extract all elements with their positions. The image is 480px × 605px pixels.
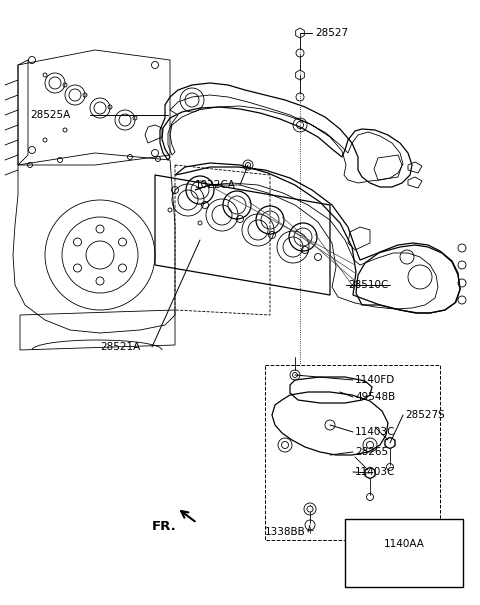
Text: 28527: 28527 bbox=[315, 28, 348, 38]
Text: 1140AA: 1140AA bbox=[384, 539, 424, 549]
Text: 11403C: 11403C bbox=[355, 467, 396, 477]
Bar bbox=[345, 519, 463, 587]
Text: 1338BB: 1338BB bbox=[265, 527, 306, 537]
Text: 28525A: 28525A bbox=[30, 110, 70, 120]
Text: 28527S: 28527S bbox=[405, 410, 445, 420]
Text: FR.: FR. bbox=[152, 520, 177, 534]
Text: 49548B: 49548B bbox=[355, 392, 395, 402]
Text: 11403C: 11403C bbox=[355, 427, 396, 437]
Text: 28521A: 28521A bbox=[100, 342, 140, 352]
Circle shape bbox=[307, 506, 313, 512]
Text: 28510C: 28510C bbox=[348, 280, 388, 290]
Text: 1140FD: 1140FD bbox=[355, 375, 395, 385]
Text: 1022CA: 1022CA bbox=[195, 180, 236, 190]
Text: 28265: 28265 bbox=[355, 447, 388, 457]
